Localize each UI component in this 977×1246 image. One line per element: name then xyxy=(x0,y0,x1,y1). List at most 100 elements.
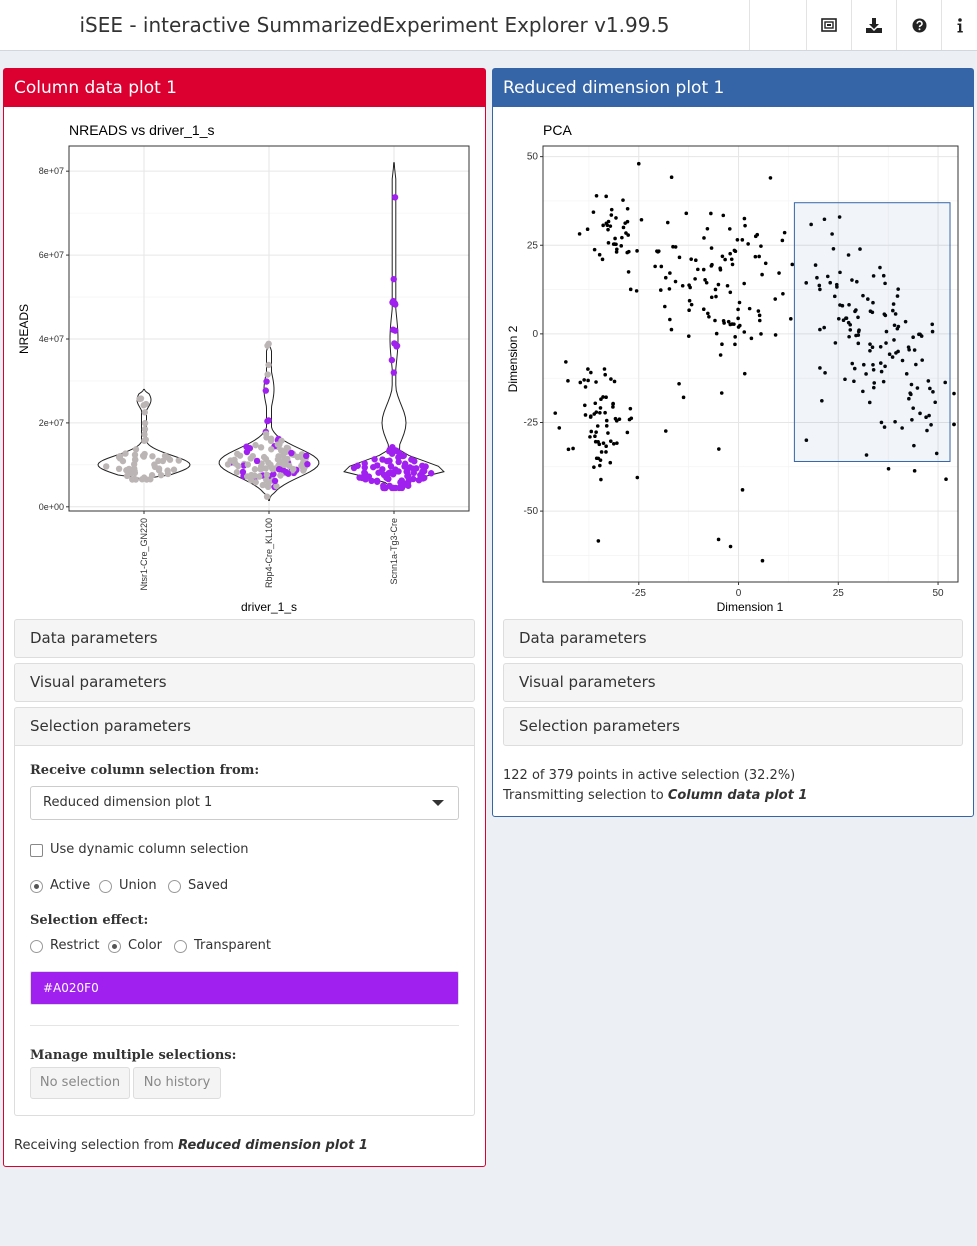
data-point xyxy=(669,175,674,180)
selected-point xyxy=(361,464,368,471)
plot-frame xyxy=(542,145,959,583)
data-point xyxy=(281,461,288,469)
manage-selections-label: Manage multiple selections: xyxy=(30,1048,237,1063)
data-parameters-header[interactable]: Data parameters xyxy=(14,619,475,658)
data-point xyxy=(742,216,747,221)
receiving-status-prefix: Receiving selection from xyxy=(14,1138,179,1153)
radio-union-label: Union xyxy=(119,878,157,893)
dynamic-selection-label: Use dynamic column selection xyxy=(50,842,249,857)
radio-transparent[interactable] xyxy=(174,940,187,953)
data-point xyxy=(625,219,630,224)
no-selection-button[interactable]: No selection xyxy=(30,1067,130,1099)
radio-color[interactable] xyxy=(108,940,121,953)
data-point xyxy=(848,328,853,332)
download-button[interactable] xyxy=(852,0,896,50)
selected-point xyxy=(262,387,269,394)
radio-restrict[interactable] xyxy=(30,940,43,953)
data-point xyxy=(730,262,735,267)
data-point xyxy=(139,452,147,459)
radio-saved[interactable] xyxy=(168,880,181,893)
data-point xyxy=(841,318,846,323)
y-tick-label: 8e+07 xyxy=(39,166,64,176)
visual-parameters-header[interactable]: Visual parameters xyxy=(14,663,475,702)
info-button[interactable] xyxy=(942,0,977,50)
visual-parameters-header[interactable]: Visual parameters xyxy=(503,663,963,702)
data-point xyxy=(818,287,822,292)
receive-selection-select[interactable]: Reduced dimension plot 1 xyxy=(30,786,459,820)
data-point xyxy=(773,333,778,337)
data-point xyxy=(834,282,839,287)
data-point xyxy=(709,264,714,268)
selected-point xyxy=(381,484,388,492)
data-point xyxy=(265,361,272,369)
data-point xyxy=(702,236,706,240)
data-point xyxy=(578,380,583,385)
data-point xyxy=(275,456,283,463)
data-point xyxy=(141,409,148,416)
no-history-button[interactable]: No history xyxy=(133,1067,221,1099)
data-point xyxy=(871,300,875,305)
screenshot-icon xyxy=(821,18,837,32)
data-point xyxy=(870,345,875,350)
data-point xyxy=(597,252,602,257)
panel-title: Column data plot 1 xyxy=(4,69,485,107)
data-point xyxy=(603,410,607,415)
data-point xyxy=(680,283,685,288)
data-point xyxy=(882,312,887,316)
selected-point xyxy=(395,458,402,466)
data-point xyxy=(892,323,897,328)
data-point xyxy=(175,457,182,464)
data-point xyxy=(604,221,609,226)
radio-active[interactable] xyxy=(30,880,43,893)
selected-point xyxy=(304,460,311,468)
violin-plot[interactable]: 0e+00 2e+07 4e+07 6e+07 8e+07 Ntsr1-Cre_GN22… xyxy=(4,107,485,617)
selection-parameters-header[interactable]: Selection parameters xyxy=(14,707,475,746)
data-point xyxy=(896,287,900,291)
data-point xyxy=(164,454,172,461)
data-point xyxy=(856,315,860,320)
selection-effect-label: Selection effect: xyxy=(30,913,149,928)
data-point xyxy=(593,434,597,439)
data-point xyxy=(846,253,851,257)
header-divider xyxy=(749,0,750,50)
y-tick-label: -25 xyxy=(524,417,539,428)
data-point xyxy=(582,378,586,382)
data-point xyxy=(613,236,617,241)
data-point xyxy=(920,358,924,362)
data-point xyxy=(718,267,723,272)
screenshot-button[interactable] xyxy=(807,0,851,50)
data-point xyxy=(663,429,668,433)
selected-point xyxy=(253,457,261,465)
header-divider xyxy=(851,0,852,50)
data-point xyxy=(705,226,710,231)
selected-point xyxy=(373,478,381,485)
data-point xyxy=(273,482,280,490)
data-point xyxy=(681,395,686,400)
data-point xyxy=(684,211,689,216)
data-point xyxy=(781,291,785,296)
selected-point xyxy=(371,456,378,463)
data-point xyxy=(263,471,271,479)
dynamic-selection-checkbox[interactable] xyxy=(30,844,43,857)
data-point xyxy=(818,327,822,332)
data-point xyxy=(756,309,761,313)
selected-point xyxy=(390,369,398,376)
selected-point xyxy=(387,469,394,476)
data-point xyxy=(601,223,605,228)
selection-parameters-header[interactable]: Selection parameters xyxy=(503,707,963,746)
selection-color-input[interactable]: #A020F0 xyxy=(30,971,459,1005)
data-point xyxy=(617,417,622,421)
pca-scatter-plot[interactable]: 50 25 0 -25 -50 -25 0 25 50 PCA Dimension 1 Dim… xyxy=(493,107,973,617)
data-point xyxy=(729,257,734,262)
data-point xyxy=(743,223,747,228)
data-parameters-header[interactable]: Data parameters xyxy=(503,619,963,658)
data-point xyxy=(566,379,570,383)
data-point xyxy=(864,453,869,457)
radio-union[interactable] xyxy=(99,880,112,893)
data-point xyxy=(689,302,694,307)
data-point xyxy=(141,419,149,427)
help-button[interactable] xyxy=(897,0,941,50)
selected-point xyxy=(303,452,310,460)
data-point xyxy=(911,406,915,410)
data-point xyxy=(881,379,886,384)
